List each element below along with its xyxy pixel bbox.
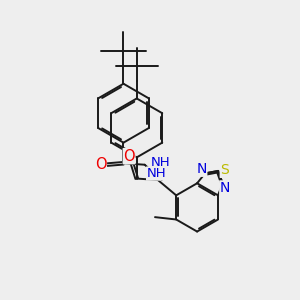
Text: NH: NH bbox=[147, 167, 166, 180]
Text: NH: NH bbox=[151, 156, 171, 169]
Text: N: N bbox=[220, 181, 230, 195]
Text: O: O bbox=[95, 157, 106, 172]
Text: S: S bbox=[220, 163, 229, 177]
Text: O: O bbox=[123, 149, 135, 164]
Text: N: N bbox=[196, 162, 207, 176]
